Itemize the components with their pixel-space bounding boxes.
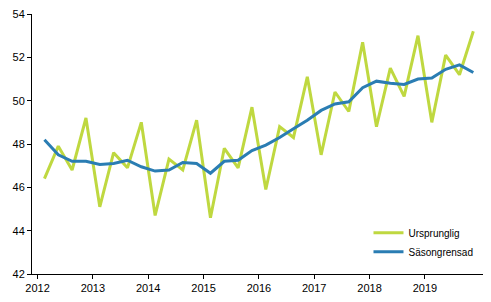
svg-text:48: 48: [13, 138, 25, 150]
svg-text:2017: 2017: [302, 282, 326, 294]
svg-text:2018: 2018: [357, 282, 381, 294]
svg-text:52: 52: [13, 51, 25, 63]
svg-text:Ursprunglig: Ursprunglig: [408, 228, 459, 239]
svg-text:44: 44: [13, 225, 25, 237]
svg-text:54: 54: [13, 8, 25, 20]
svg-text:42: 42: [13, 268, 25, 280]
svg-text:2019: 2019: [413, 282, 437, 294]
svg-text:Säsongrensad: Säsongrensad: [408, 247, 473, 258]
svg-text:46: 46: [13, 181, 25, 193]
svg-text:2013: 2013: [81, 282, 105, 294]
svg-text:2012: 2012: [25, 282, 49, 294]
svg-text:50: 50: [13, 95, 25, 107]
svg-text:2016: 2016: [247, 282, 271, 294]
svg-text:2015: 2015: [191, 282, 215, 294]
svg-text:2014: 2014: [136, 282, 160, 294]
